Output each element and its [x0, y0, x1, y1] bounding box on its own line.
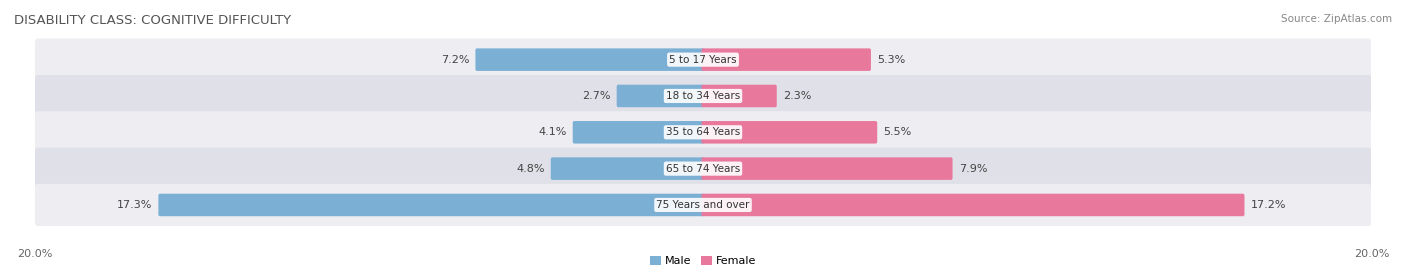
Text: 7.2%: 7.2%: [440, 55, 470, 65]
Text: 4.1%: 4.1%: [538, 127, 567, 137]
Text: 20.0%: 20.0%: [17, 249, 52, 259]
Text: 65 to 74 Years: 65 to 74 Years: [666, 164, 740, 174]
Legend: Male, Female: Male, Female: [645, 251, 761, 270]
Text: Source: ZipAtlas.com: Source: ZipAtlas.com: [1281, 14, 1392, 23]
FancyBboxPatch shape: [702, 157, 952, 180]
FancyBboxPatch shape: [551, 157, 704, 180]
FancyBboxPatch shape: [572, 121, 704, 144]
FancyBboxPatch shape: [35, 75, 1371, 117]
FancyBboxPatch shape: [35, 184, 1371, 226]
Text: 7.9%: 7.9%: [959, 164, 987, 174]
Text: 5 to 17 Years: 5 to 17 Years: [669, 55, 737, 65]
FancyBboxPatch shape: [159, 194, 704, 216]
Text: 18 to 34 Years: 18 to 34 Years: [666, 91, 740, 101]
Text: 2.3%: 2.3%: [783, 91, 811, 101]
Text: 20.0%: 20.0%: [1354, 249, 1389, 259]
Text: DISABILITY CLASS: COGNITIVE DIFFICULTY: DISABILITY CLASS: COGNITIVE DIFFICULTY: [14, 14, 291, 26]
FancyBboxPatch shape: [35, 111, 1371, 153]
FancyBboxPatch shape: [702, 85, 776, 107]
Text: 75 Years and over: 75 Years and over: [657, 200, 749, 210]
FancyBboxPatch shape: [617, 85, 704, 107]
Text: 17.2%: 17.2%: [1251, 200, 1286, 210]
Text: 4.8%: 4.8%: [516, 164, 544, 174]
FancyBboxPatch shape: [702, 48, 870, 71]
Text: 5.3%: 5.3%: [877, 55, 905, 65]
FancyBboxPatch shape: [702, 121, 877, 144]
FancyBboxPatch shape: [475, 48, 704, 71]
FancyBboxPatch shape: [35, 148, 1371, 190]
FancyBboxPatch shape: [702, 194, 1244, 216]
Text: 17.3%: 17.3%: [117, 200, 152, 210]
Text: 5.5%: 5.5%: [883, 127, 911, 137]
Text: 35 to 64 Years: 35 to 64 Years: [666, 127, 740, 137]
Text: 2.7%: 2.7%: [582, 91, 610, 101]
FancyBboxPatch shape: [35, 39, 1371, 81]
